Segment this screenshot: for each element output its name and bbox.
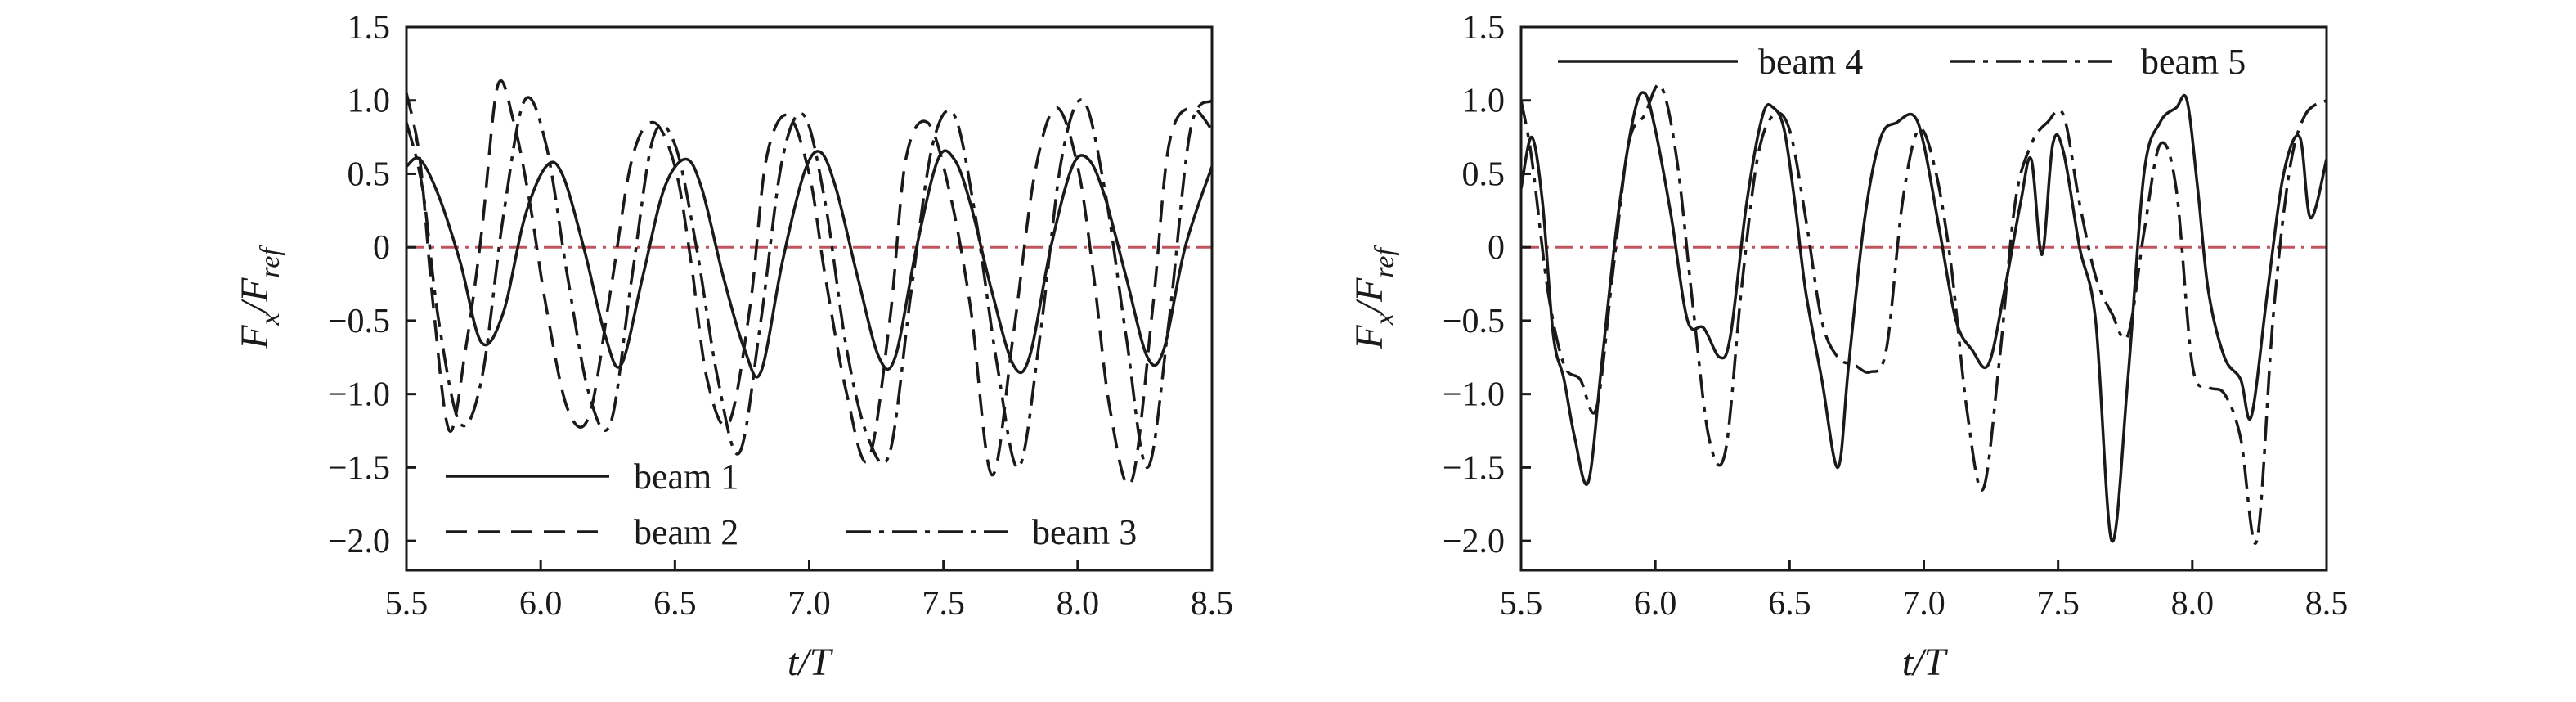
legend-label: beam 1	[634, 457, 738, 497]
x-tick-label: 6.0	[519, 585, 563, 623]
legend-label: beam 4	[1758, 42, 1863, 82]
y-tick-label: −0.5	[328, 303, 390, 340]
series-group	[1521, 83, 2327, 545]
y-tick-label: −2.0	[1443, 523, 1505, 560]
y-tick-label: 1.5	[1462, 9, 1506, 47]
x-tick-label: 8.5	[1191, 585, 1234, 623]
y-tick-label: −1.0	[328, 376, 390, 414]
x-tick-label: 7.0	[1902, 585, 1945, 623]
series-line-beam-3	[406, 96, 1212, 470]
y-label-f: F	[1348, 325, 1391, 350]
y-label-sep: /F	[1348, 277, 1391, 315]
y-tick-label: 1.0	[1462, 83, 1506, 120]
y-axis-label: Fx/Fref	[1348, 245, 1400, 350]
y-label-sub-ref: ref	[255, 245, 285, 278]
x-tick-label: 6.5	[653, 585, 697, 623]
x-tick-label: 6.5	[1768, 585, 1811, 623]
legend-label: beam 5	[2141, 42, 2246, 82]
x-tick-label: 7.5	[2036, 585, 2080, 623]
series-line-beam-5	[1521, 83, 2327, 545]
y-tick-label: 0.5	[1462, 155, 1506, 193]
y-tick-label: −1.5	[328, 449, 390, 487]
x-tick-label: 8.5	[2305, 585, 2349, 623]
plot-frame	[1519, 25, 2328, 572]
legend-label: beam 2	[634, 512, 738, 552]
legend: beam 4 beam 5	[1558, 42, 2246, 82]
y-axis-label: Fx/Fref	[233, 245, 285, 350]
x-tick-label: 6.0	[1634, 585, 1677, 623]
y-label-sep: /F	[233, 277, 276, 315]
y-label-f: F	[233, 325, 276, 350]
plot-frame	[405, 25, 1214, 572]
series-line-beam-2	[406, 79, 1212, 487]
y-tick-label: 1.5	[348, 9, 391, 47]
chart-panel-left: 5.5 6.0 6.5 7.0 7.5 8.0 8.5 1.5 1.0 0.5 0 −0.5 −1.0 −…	[233, 9, 1233, 684]
x-axis-label: t/T	[788, 641, 834, 684]
series-group	[406, 79, 1212, 487]
x-tick-label: 5.5	[385, 585, 429, 623]
y-tick-label: −1.5	[1443, 449, 1505, 487]
y-tick-label: 0	[373, 229, 390, 267]
y-tick-label: −0.5	[1443, 303, 1505, 340]
x-tick-label: 7.5	[922, 585, 965, 623]
y-tick-label: 1.0	[348, 83, 391, 120]
y-tick-label: −1.0	[1443, 376, 1505, 414]
legend: beam 1 beam 2 beam 3	[446, 457, 1137, 552]
series-line-beam-4	[1521, 91, 2327, 543]
legend-label: beam 3	[1032, 512, 1137, 552]
y-tick-label: 0	[1488, 229, 1505, 267]
chart-panel-right: 5.5 6.0 6.5 7.0 7.5 8.0 8.5 1.5 1.0 0.5 0 −0.5 −1.0 −…	[1348, 9, 2348, 684]
x-tick-label: 8.0	[2171, 585, 2215, 623]
y-label-sub-x: x	[1370, 313, 1400, 326]
series-line-beam-1	[406, 149, 1212, 379]
x-tick-label: 5.5	[1500, 585, 1543, 623]
y-label-sub-ref: ref	[1370, 245, 1400, 278]
y-tick-label: 0.5	[348, 155, 391, 193]
x-tick-label: 7.0	[788, 585, 831, 623]
y-label-sub-x: x	[255, 313, 285, 326]
x-axis-label: t/T	[1902, 641, 1949, 684]
x-tick-label: 8.0	[1057, 585, 1100, 623]
y-tick-label: −2.0	[328, 523, 390, 560]
